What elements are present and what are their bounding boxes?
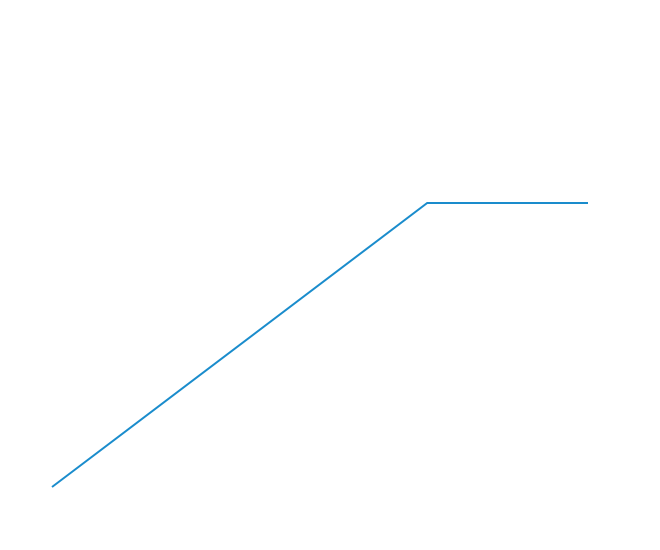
series-line-0: [51, 202, 588, 488]
